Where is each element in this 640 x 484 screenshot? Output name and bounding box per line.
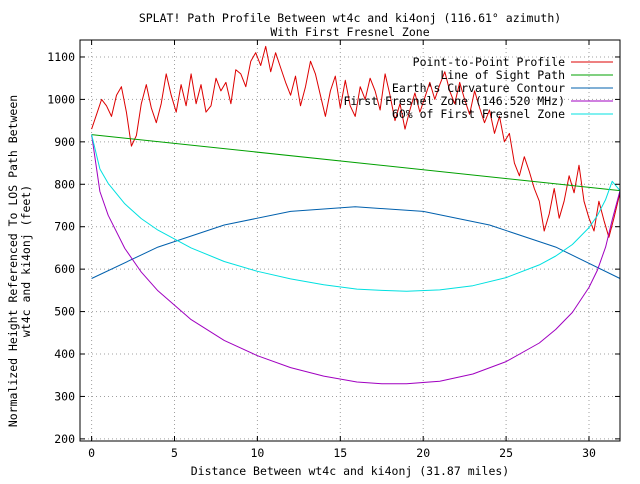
y-tick-label: 300 [54, 389, 75, 403]
x-tick-label: 25 [499, 446, 513, 460]
y-tick-label: 1100 [47, 50, 75, 64]
legend-label-5: 60% of First Fresnel Zone [392, 107, 565, 121]
legend-label-1: Point-to-Point Profile [413, 55, 565, 69]
series-line-3 [91, 206, 621, 279]
legend-label-2: Line of Sight Path [440, 68, 565, 82]
plot-frame [79, 39, 621, 442]
series-lines [91, 45, 621, 385]
y-axis-label-line1: Normalized Height Referenced To LOS Path… [6, 95, 20, 427]
x-tick-label: 30 [582, 446, 596, 460]
y-tick-label: 600 [54, 262, 75, 276]
series-line-4 [91, 134, 621, 385]
legend-label-3: Earth's Curvature Contour [392, 81, 565, 95]
series-line-2 [91, 134, 621, 192]
x-axis-label: Distance Between wt4c and ki4onj (31.87 … [191, 464, 510, 478]
y-tick-label: 1000 [47, 92, 75, 106]
series-line-1 [91, 45, 621, 238]
y-tick-label: 500 [54, 305, 75, 319]
y-axis-label-line2: wt4c and ki4onj (feet) [19, 185, 33, 337]
y-tick-label: 200 [54, 432, 75, 446]
axis-ticks: 0 5 10 15 20 25 30 200 300 400 500 600 700 800 900 1000… [47, 40, 620, 460]
y-tick-label: 700 [54, 220, 75, 234]
chart-title: SPLAT! Path Profile Between wt4c and ki4… [139, 11, 561, 25]
y-tick-label: 400 [54, 347, 75, 361]
y-tick-label: 800 [54, 177, 75, 191]
legend-label-4: First Fresnel Zone (146.520 MHz) [343, 94, 565, 108]
y-tick-label: 900 [54, 135, 75, 149]
chart-subtitle: With First Fresnel Zone [270, 25, 429, 39]
grid-lines [80, 40, 620, 441]
x-tick-label: 20 [416, 446, 430, 460]
x-tick-label: 0 [88, 446, 95, 460]
x-tick-label: 15 [333, 446, 347, 460]
x-tick-label: 10 [250, 446, 264, 460]
x-tick-label: 5 [171, 446, 178, 460]
series-line-5 [91, 134, 621, 292]
